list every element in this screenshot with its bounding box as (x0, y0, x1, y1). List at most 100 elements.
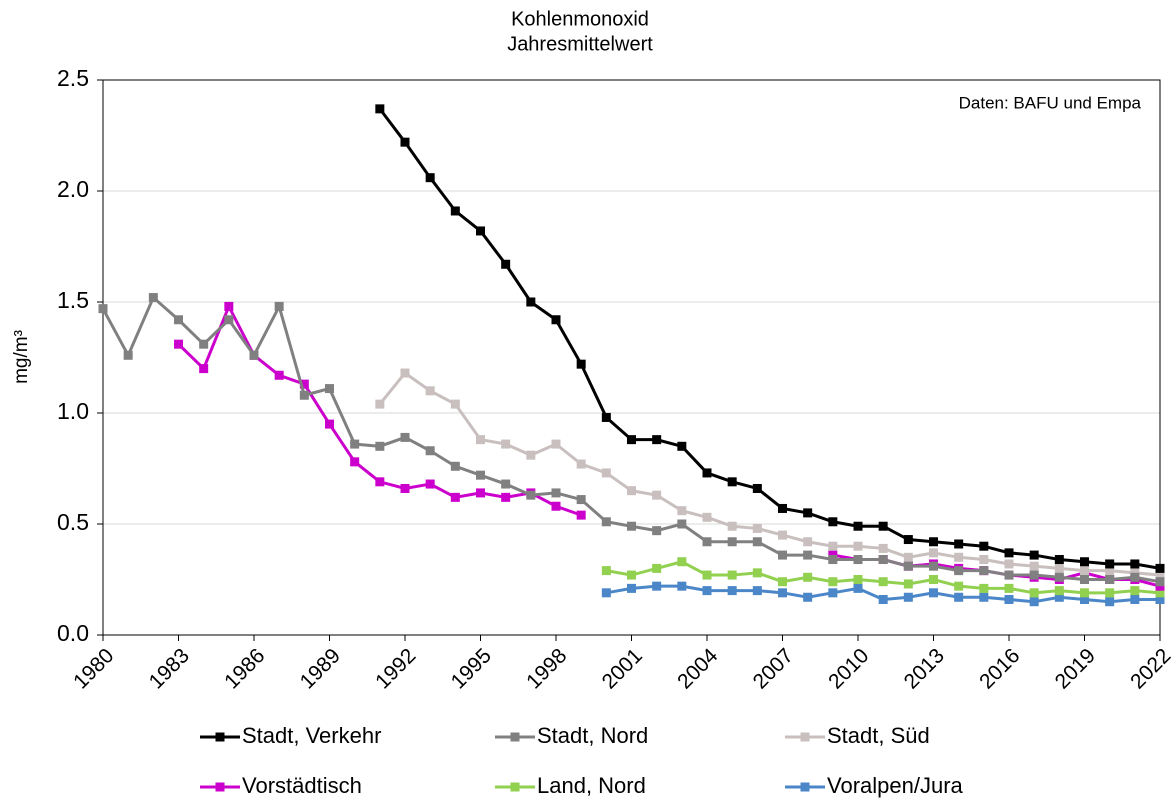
data-point (677, 581, 687, 591)
series-line (378, 371, 1161, 577)
data-point (1029, 561, 1039, 571)
y-tick-label: 0.5 (57, 509, 89, 535)
data-point (979, 566, 989, 576)
data-point (425, 446, 435, 456)
legend-label: Stadt, Nord (537, 723, 648, 748)
data-point (652, 563, 662, 573)
legend-label: Stadt, Süd (827, 723, 930, 748)
data-point (1155, 570, 1165, 580)
x-tick-label: 1995 (447, 644, 496, 693)
data-point (652, 435, 662, 445)
y-tick-label: 2.0 (57, 176, 89, 202)
data-point (727, 477, 737, 487)
data-point (627, 521, 636, 531)
data-point (828, 588, 838, 598)
data-point (199, 339, 209, 349)
legend-marker (215, 732, 225, 742)
x-tick-label: 1986 (220, 644, 269, 693)
data-point (954, 566, 964, 576)
data-point (752, 537, 762, 547)
data-point (1155, 588, 1165, 598)
x-tick-label: 2019 (1051, 644, 1100, 693)
data-point (1155, 577, 1165, 587)
data-point (853, 541, 863, 551)
data-point (954, 592, 964, 602)
data-point (1029, 588, 1039, 598)
data-point (1029, 597, 1039, 607)
data-point (803, 572, 813, 582)
legend-marker (800, 732, 810, 742)
data-point (677, 506, 687, 516)
data-point (627, 486, 636, 496)
legend-marker (800, 782, 810, 792)
data-point (450, 492, 460, 502)
data-point (627, 570, 636, 580)
data-point (853, 575, 863, 584)
data-point (627, 583, 636, 593)
x-tick-label: 1989 (296, 644, 345, 693)
data-point (98, 304, 108, 314)
data-point (551, 501, 561, 511)
x-tick-label: 1998 (522, 644, 571, 693)
legend-label: Stadt, Verkehr (242, 723, 381, 748)
data-point (601, 588, 611, 598)
data-point (526, 490, 536, 500)
x-tick-label: 2004 (673, 644, 723, 694)
data-point (752, 523, 762, 533)
data-point (148, 293, 158, 303)
y-tick-label: 2.5 (57, 65, 89, 91)
data-point (677, 519, 687, 529)
data-point (702, 570, 712, 580)
data-point (702, 512, 712, 522)
data-point (224, 315, 234, 325)
data-point (1105, 597, 1115, 607)
data-point (123, 350, 133, 360)
data-point (878, 521, 888, 531)
data-point (929, 548, 938, 558)
series-line (378, 107, 1161, 570)
data-point (652, 490, 662, 500)
data-point (1130, 559, 1140, 569)
data-point (1105, 566, 1115, 576)
data-point (476, 226, 485, 236)
data-point (1080, 557, 1089, 567)
data-point (551, 315, 561, 325)
data-point (224, 301, 234, 311)
data-point (425, 479, 435, 489)
data-point (501, 479, 511, 489)
data-point (1004, 570, 1014, 580)
data-point (526, 450, 536, 460)
data-point (702, 468, 712, 478)
y-axis-label: mg/m³ (11, 330, 32, 384)
data-point (299, 379, 309, 389)
data-point (979, 592, 989, 602)
data-point (601, 468, 611, 478)
data-point (979, 583, 989, 593)
y-tick-label: 0.0 (57, 620, 89, 646)
data-point (979, 555, 989, 565)
data-point (425, 173, 435, 183)
legend-label: Land, Nord (537, 773, 646, 798)
y-tick-label: 1.0 (57, 398, 89, 424)
data-point (1130, 572, 1140, 582)
data-point (576, 495, 586, 505)
data-point (1080, 588, 1089, 598)
data-point (903, 552, 913, 562)
data-point (752, 586, 762, 596)
legend-marker (510, 782, 520, 792)
data-point (1004, 583, 1014, 593)
data-point (450, 399, 460, 409)
data-point (1080, 594, 1089, 604)
data-point (274, 301, 284, 311)
data-point (903, 579, 913, 589)
series-line (177, 302, 1161, 588)
x-tick-label: 1983 (145, 644, 194, 693)
data-point (778, 530, 787, 540)
data-point (1054, 592, 1064, 602)
data-point (576, 510, 586, 520)
data-point (1105, 588, 1115, 598)
data-point (199, 364, 209, 374)
data-point (1004, 559, 1014, 569)
data-point (1054, 563, 1064, 573)
